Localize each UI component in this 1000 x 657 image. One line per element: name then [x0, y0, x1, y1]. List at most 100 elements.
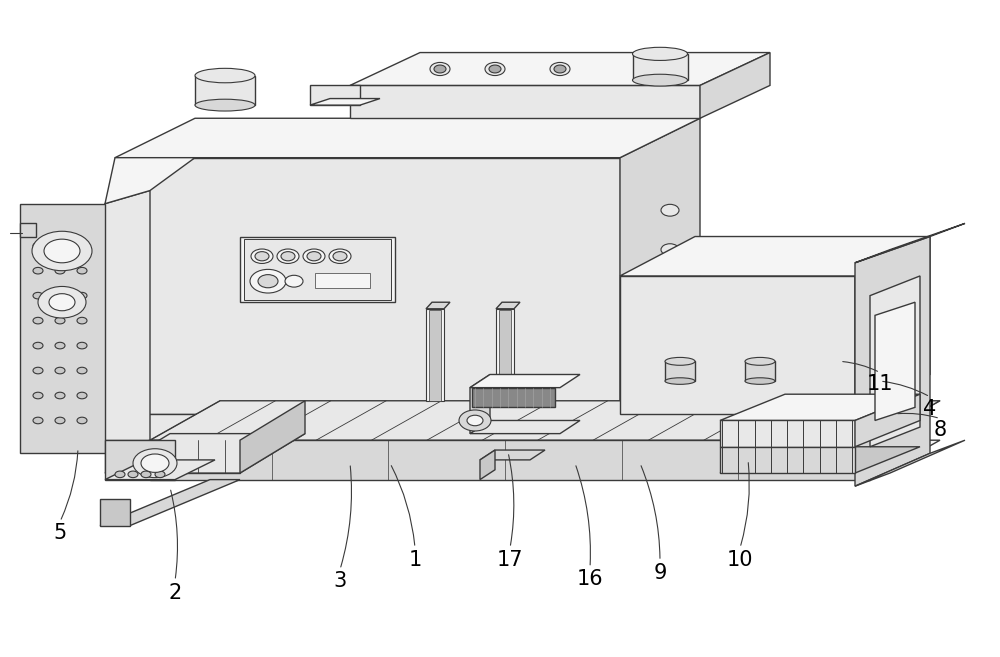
Circle shape	[307, 252, 321, 261]
Circle shape	[44, 239, 80, 263]
Circle shape	[303, 249, 325, 263]
Text: 5: 5	[53, 524, 67, 543]
Text: 9: 9	[653, 563, 667, 583]
Bar	[315, 273, 370, 288]
Polygon shape	[480, 450, 495, 480]
Ellipse shape	[745, 357, 775, 365]
Polygon shape	[105, 434, 305, 473]
Polygon shape	[496, 302, 520, 309]
Circle shape	[489, 65, 501, 73]
Bar	[745, 361, 775, 381]
Polygon shape	[240, 401, 305, 473]
Polygon shape	[105, 158, 195, 204]
Text: 3: 3	[333, 572, 347, 591]
Circle shape	[899, 369, 915, 380]
Text: 16: 16	[577, 570, 603, 589]
Circle shape	[467, 415, 483, 426]
Circle shape	[277, 249, 299, 263]
Circle shape	[77, 342, 87, 349]
Text: 10: 10	[727, 550, 753, 570]
Circle shape	[33, 417, 43, 424]
Circle shape	[899, 330, 915, 340]
Polygon shape	[150, 401, 940, 440]
Polygon shape	[470, 374, 580, 388]
Polygon shape	[620, 374, 700, 473]
Ellipse shape	[195, 99, 255, 111]
Circle shape	[55, 242, 65, 249]
Circle shape	[55, 367, 65, 374]
Polygon shape	[720, 394, 920, 420]
Circle shape	[115, 471, 125, 478]
Bar	[496, 309, 514, 401]
Polygon shape	[105, 191, 150, 453]
Text: 17: 17	[497, 550, 523, 570]
Circle shape	[899, 409, 915, 419]
Circle shape	[141, 471, 151, 478]
Circle shape	[133, 449, 177, 478]
Circle shape	[250, 269, 286, 293]
Polygon shape	[720, 447, 855, 473]
Circle shape	[554, 65, 566, 73]
Circle shape	[661, 204, 679, 216]
Circle shape	[329, 249, 351, 263]
Circle shape	[33, 317, 43, 324]
Circle shape	[33, 292, 43, 299]
Circle shape	[333, 252, 347, 261]
Circle shape	[77, 242, 87, 249]
Text: 2: 2	[168, 583, 182, 602]
Circle shape	[55, 292, 65, 299]
Polygon shape	[855, 394, 920, 447]
Polygon shape	[472, 388, 555, 407]
Ellipse shape	[665, 378, 695, 384]
Circle shape	[77, 317, 87, 324]
Circle shape	[485, 62, 505, 76]
Circle shape	[434, 65, 446, 73]
Polygon shape	[150, 440, 870, 480]
Circle shape	[285, 275, 303, 287]
Text: 8: 8	[933, 420, 947, 440]
Circle shape	[128, 471, 138, 478]
Circle shape	[77, 292, 87, 299]
Text: 4: 4	[923, 399, 937, 419]
Polygon shape	[115, 434, 700, 473]
Polygon shape	[480, 450, 545, 460]
Bar	[665, 361, 695, 381]
Text: 11: 11	[867, 374, 893, 394]
Circle shape	[255, 252, 269, 261]
Ellipse shape	[195, 68, 255, 83]
Circle shape	[32, 231, 92, 271]
Polygon shape	[105, 440, 175, 480]
Bar	[499, 310, 511, 401]
Polygon shape	[470, 374, 490, 434]
Polygon shape	[720, 447, 920, 473]
Circle shape	[55, 417, 65, 424]
Circle shape	[281, 252, 295, 261]
Polygon shape	[855, 440, 965, 486]
Polygon shape	[115, 158, 620, 414]
Polygon shape	[150, 440, 940, 480]
Circle shape	[38, 286, 86, 318]
Circle shape	[141, 454, 169, 472]
Circle shape	[550, 62, 570, 76]
Circle shape	[55, 342, 65, 349]
Circle shape	[258, 275, 278, 288]
Ellipse shape	[633, 74, 688, 86]
Bar	[240, 237, 395, 302]
Circle shape	[661, 244, 679, 256]
Circle shape	[33, 392, 43, 399]
Polygon shape	[855, 223, 965, 263]
Polygon shape	[620, 118, 700, 414]
Circle shape	[661, 283, 679, 295]
Circle shape	[459, 410, 491, 431]
Circle shape	[33, 267, 43, 274]
Circle shape	[33, 242, 43, 249]
Bar	[429, 310, 441, 401]
Circle shape	[77, 367, 87, 374]
Polygon shape	[115, 118, 700, 158]
Circle shape	[77, 392, 87, 399]
Polygon shape	[350, 85, 700, 118]
Bar	[244, 239, 391, 300]
Polygon shape	[100, 480, 240, 526]
Circle shape	[155, 471, 165, 478]
Ellipse shape	[745, 378, 775, 384]
